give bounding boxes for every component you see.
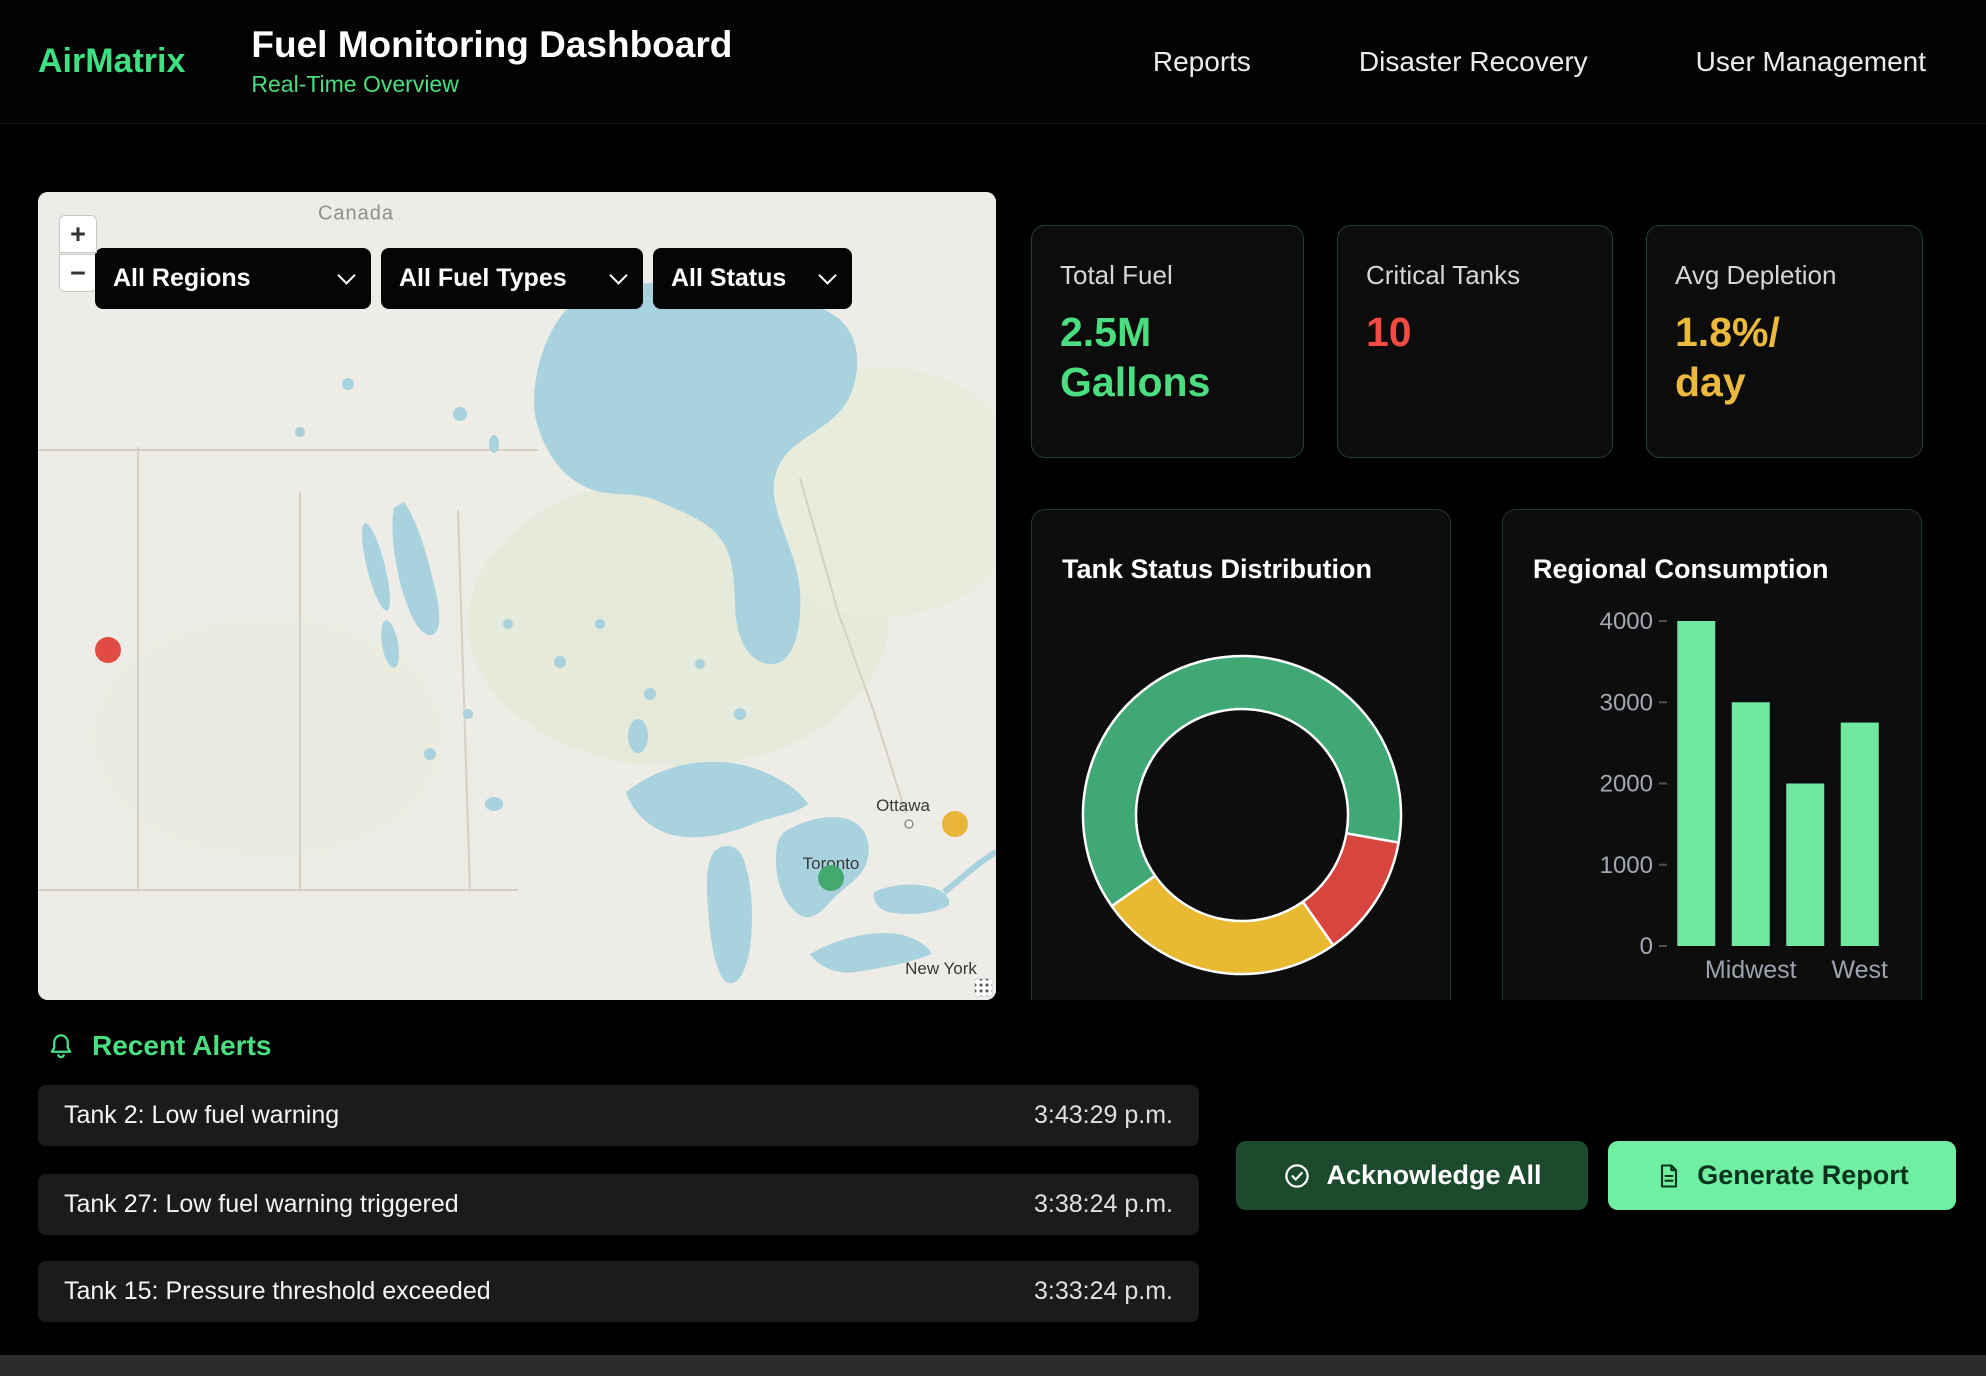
svg-text:4000: 4000 — [1600, 608, 1653, 635]
stat-value-avg-depletion: 1.8%/ day — [1675, 307, 1894, 407]
app-logo[interactable]: AirMatrix — [38, 42, 185, 81]
nav-item-user-management[interactable]: User Management — [1696, 46, 1926, 78]
recent-alerts-section: Recent Alerts Tank 2: Low fuel warning 3… — [0, 1000, 1986, 1355]
fuel-monitoring-dashboard: AirMatrix Fuel Monitoring Dashboard Real… — [0, 0, 1986, 1376]
svg-text:2000: 2000 — [1600, 771, 1653, 798]
donut-chart — [1032, 590, 1452, 1070]
app-header: AirMatrix Fuel Monitoring Dashboard Real… — [0, 0, 1986, 124]
bottom-strip — [0, 1355, 1986, 1376]
acknowledge-all-label: Acknowledge All — [1326, 1160, 1541, 1191]
tank-status-distribution-card: Tank Status Distribution — [1031, 509, 1451, 1069]
fuel-type-filter-label: All Fuel Types — [399, 264, 567, 293]
page-title: Fuel Monitoring Dashboard — [251, 25, 732, 66]
stat-value-total-fuel: 2.5M Gallons — [1060, 307, 1275, 407]
alerts-header: Recent Alerts — [46, 1030, 271, 1062]
alert-list-item[interactable]: Tank 2: Low fuel warning 3:43:29 p.m. — [38, 1085, 1199, 1146]
drag-handle-icon[interactable] — [974, 978, 993, 997]
stat-card-avg-depletion: Avg Depletion 1.8%/ day — [1646, 225, 1923, 458]
donut-chart-title: Tank Status Distribution — [1062, 554, 1372, 585]
alert-message: Tank 27: Low fuel warning triggered — [64, 1190, 459, 1219]
alert-timestamp: 3:38:24 p.m. — [1034, 1190, 1173, 1219]
generate-report-button[interactable]: Generate Report — [1608, 1141, 1956, 1210]
svg-text:0: 0 — [1640, 933, 1653, 960]
region-filter-label: All Regions — [113, 264, 251, 293]
alert-list-item[interactable]: Tank 15: Pressure threshold exceeded 3:3… — [38, 1261, 1199, 1322]
stat-label: Critical Tanks — [1366, 260, 1584, 291]
page-subtitle: Real-Time Overview — [251, 71, 732, 98]
tank-marker-critical[interactable] — [95, 637, 121, 663]
generate-report-label: Generate Report — [1697, 1160, 1909, 1191]
stat-card-critical-tanks: Critical Tanks 10 — [1337, 225, 1613, 458]
map-label-ottawa: Ottawa — [876, 796, 930, 816]
title-block: Fuel Monitoring Dashboard Real-Time Over… — [251, 25, 732, 99]
fuel-type-filter-dropdown[interactable]: All Fuel Types — [381, 248, 643, 309]
chevron-down-icon — [818, 266, 836, 284]
chevron-down-icon — [609, 266, 627, 284]
chevron-down-icon — [337, 266, 355, 284]
svg-text:Midwest: Midwest — [1705, 956, 1797, 984]
tank-marker-normal[interactable] — [818, 865, 844, 891]
nav-item-reports[interactable]: Reports — [1153, 46, 1251, 78]
regional-consumption-card: Regional Consumption 0 1000 2000 3000 4000 Mi… — [1502, 509, 1922, 1069]
status-filter-label: All Status — [671, 264, 786, 293]
document-icon — [1655, 1162, 1683, 1190]
main-nav: Reports Disaster Recovery User Managemen… — [1153, 46, 1926, 78]
tank-marker-warning[interactable] — [942, 811, 968, 837]
check-circle-icon — [1282, 1161, 1312, 1191]
alerts-title: Recent Alerts — [92, 1030, 271, 1062]
alert-list-item[interactable]: Tank 27: Low fuel warning triggered 3:38… — [38, 1174, 1199, 1235]
map-label-canada: Canada — [318, 203, 394, 226]
svg-text:West: West — [1832, 956, 1889, 984]
alert-timestamp: 3:43:29 p.m. — [1034, 1101, 1173, 1130]
alert-timestamp: 3:33:24 p.m. — [1034, 1277, 1173, 1306]
alert-message: Tank 15: Pressure threshold exceeded — [64, 1277, 491, 1306]
region-filter-dropdown[interactable]: All Regions — [95, 248, 371, 309]
stat-label: Total Fuel — [1060, 260, 1275, 291]
acknowledge-all-button[interactable]: Acknowledge All — [1236, 1141, 1588, 1210]
map-canvas — [38, 192, 996, 1000]
svg-text:1000: 1000 — [1600, 852, 1653, 879]
stat-card-total-fuel: Total Fuel 2.5M Gallons — [1031, 225, 1304, 458]
map-label-new-york: New York — [905, 959, 977, 979]
alert-message: Tank 2: Low fuel warning — [64, 1101, 339, 1130]
bar-chart: 0 1000 2000 3000 4000 Midwest West — [1503, 590, 1923, 1070]
stat-value-critical-tanks: 10 — [1366, 307, 1584, 357]
bell-icon — [46, 1031, 76, 1061]
stat-label: Avg Depletion — [1675, 260, 1894, 291]
zoom-out-button[interactable]: − — [59, 254, 97, 292]
zoom-in-button[interactable]: + — [59, 215, 97, 253]
nav-item-disaster-recovery[interactable]: Disaster Recovery — [1359, 46, 1588, 78]
bar-chart-title: Regional Consumption — [1533, 554, 1828, 585]
svg-text:3000: 3000 — [1600, 689, 1653, 716]
tank-map[interactable]: Canada Ottawa Toronto New York + − All R… — [38, 192, 996, 1000]
status-filter-dropdown[interactable]: All Status — [653, 248, 852, 309]
